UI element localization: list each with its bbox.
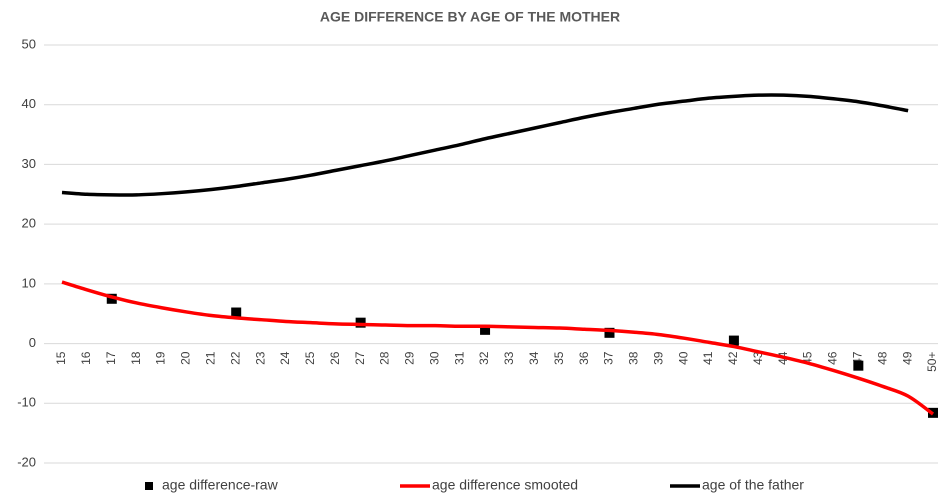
legend-marker	[145, 482, 153, 490]
y-tick-label: 50	[22, 36, 36, 51]
x-tick-label: 33	[502, 351, 516, 365]
x-tick-label: 23	[253, 351, 267, 365]
x-tick-label: 50+	[925, 352, 938, 372]
x-tick-label: 41	[701, 351, 715, 365]
point-marker	[231, 307, 242, 318]
x-tick-label: 18	[129, 351, 143, 365]
x-tick-label: 31	[452, 351, 466, 365]
y-tick-label: 0	[29, 335, 36, 350]
x-tick-label: 17	[104, 351, 118, 365]
y-tick-label: 40	[22, 96, 36, 111]
x-tick-label: 16	[79, 351, 93, 365]
y-tick-label: -10	[17, 395, 36, 410]
x-tick-label: 42	[726, 351, 740, 365]
point-marker	[604, 327, 615, 338]
x-tick-label: 32	[477, 351, 491, 365]
point-marker	[355, 317, 366, 328]
x-tick-label: 30	[427, 351, 441, 365]
x-tick-label: 26	[328, 351, 342, 365]
x-tick-label: 43	[751, 351, 765, 365]
x-tick-label: 46	[826, 351, 840, 365]
x-tick-label: 27	[353, 351, 367, 365]
x-tick-label: 20	[179, 351, 193, 365]
x-tick-label: 29	[403, 351, 417, 365]
x-tick-label: 19	[154, 351, 168, 365]
x-tick-label: 49	[900, 351, 914, 365]
legend-label: age difference-raw	[162, 477, 279, 493]
x-tick-label: 24	[278, 351, 292, 365]
legend-label: age difference smooted	[432, 477, 578, 493]
point-marker	[728, 335, 739, 346]
x-tick-label: 15	[54, 351, 68, 365]
x-tick-label: 48	[875, 351, 889, 365]
x-tick-label: 22	[228, 351, 242, 365]
x-tick-label: 34	[527, 351, 541, 365]
y-tick-label: 20	[22, 216, 36, 231]
point-marker	[853, 360, 864, 371]
x-tick-label: 35	[552, 351, 566, 365]
x-tick-label: 36	[577, 351, 591, 365]
x-tick-label: 21	[203, 351, 217, 365]
chart-title: AGE DIFFERENCE BY AGE OF THE MOTHER	[320, 9, 620, 25]
y-tick-label: -20	[17, 454, 36, 469]
x-tick-label: 40	[676, 351, 690, 365]
x-tick-label: 28	[378, 351, 392, 365]
line-series	[61, 280, 935, 416]
y-tick-label: 30	[22, 156, 36, 171]
x-tick-label: 25	[303, 351, 317, 365]
x-tick-label: 37	[602, 351, 616, 365]
legend-label: age of the father	[702, 477, 804, 493]
x-tick-label: 38	[627, 351, 641, 365]
x-tick-label: 39	[651, 351, 665, 365]
y-tick-label: 10	[22, 275, 36, 290]
point-marker	[480, 324, 491, 335]
line-series	[61, 93, 909, 197]
